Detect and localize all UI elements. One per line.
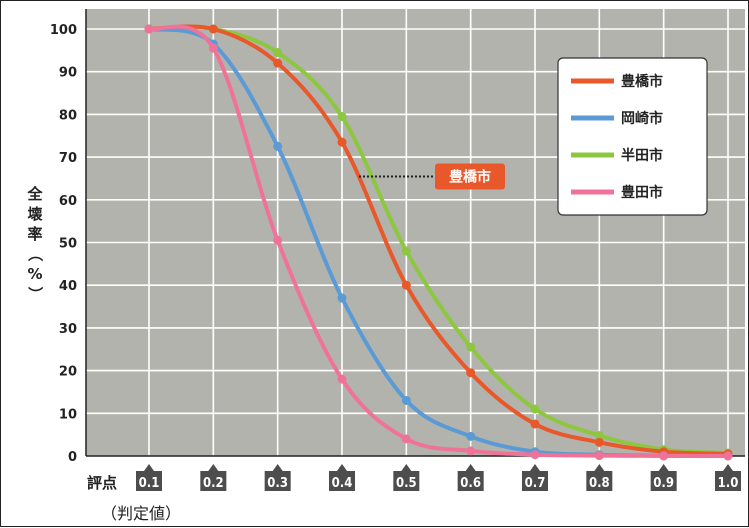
x-tick-label: 1.0 — [718, 476, 739, 491]
data-point — [337, 137, 347, 147]
x-tick-label: 0.2 — [203, 476, 224, 491]
legend-label: 豊橋市 — [621, 73, 663, 90]
data-point — [466, 342, 476, 352]
x-tick-marker — [650, 464, 677, 491]
x-axis-sublabel: （判定値） — [101, 504, 181, 523]
x-tick-marker — [715, 464, 741, 491]
data-point — [144, 24, 154, 34]
data-point — [401, 280, 411, 290]
grid-lines — [86, 9, 745, 456]
data-point — [273, 47, 283, 57]
y-axis-label-char: 壊 — [27, 205, 42, 223]
x-tick-marker — [457, 464, 484, 491]
data-point — [530, 450, 540, 460]
legend-label: 岡崎市 — [621, 110, 663, 127]
data-point — [273, 235, 283, 245]
y-tick-label: 0 — [68, 450, 77, 465]
data-point — [401, 395, 411, 405]
x-tick-marker — [522, 464, 548, 491]
annotation-label: 豊橋市 — [449, 168, 491, 185]
data-point — [530, 404, 540, 414]
y-axis-label-char: % — [27, 265, 42, 283]
x-tick-label: 0.5 — [396, 476, 417, 491]
legend-box — [557, 57, 708, 216]
y-axis-label-char: ） — [26, 286, 44, 301]
data-point — [337, 374, 347, 384]
data-point — [530, 419, 540, 429]
data-point — [401, 246, 411, 256]
data-point — [466, 431, 476, 441]
y-tick-label: 20 — [59, 365, 77, 380]
y-axis-label-char: 全 — [26, 185, 43, 203]
x-tick-label: 0.3 — [267, 476, 288, 491]
x-axis-label: 評点 — [87, 474, 117, 492]
annotation-box — [435, 163, 505, 190]
series-lines — [144, 24, 733, 461]
y-tick-label: 60 — [59, 194, 77, 209]
y-tick-label: 90 — [59, 66, 77, 81]
x-tick-marker — [264, 464, 291, 491]
data-point — [659, 451, 669, 461]
y-tick-label: 40 — [59, 279, 77, 294]
data-point — [723, 451, 733, 461]
y-axis-label: 全壊率 （% ） — [26, 185, 44, 302]
y-axis-label-char: （ — [26, 246, 44, 261]
data-point — [337, 112, 347, 122]
x-tick-marker — [586, 464, 613, 491]
x-tick-marker — [329, 464, 355, 491]
data-point — [594, 437, 604, 447]
y-tick-label: 70 — [59, 151, 77, 166]
data-point — [594, 431, 604, 441]
y-tick-label: 80 — [59, 108, 77, 123]
legend-label: 半田市 — [621, 147, 663, 164]
data-point — [337, 293, 347, 303]
x-tick-label: 0.1 — [139, 476, 160, 491]
data-point — [208, 24, 218, 34]
y-tick-labels: 0 10 20 30 40 50 60 70 80 90 100 — [50, 23, 77, 465]
data-point — [594, 451, 604, 461]
x-tick-label: 0.9 — [653, 476, 674, 491]
data-point — [273, 141, 283, 151]
y-tick-label: 100 — [50, 23, 77, 38]
data-point — [273, 58, 283, 68]
annotation: 豊橋市 — [359, 163, 505, 190]
x-tick-label: 0.6 — [460, 476, 481, 491]
x-tick-marker — [136, 464, 162, 491]
data-point — [401, 434, 411, 444]
x-tick-marker — [200, 464, 227, 491]
series-line — [148, 25, 729, 456]
x-tick-label: 0.7 — [525, 476, 546, 491]
x-tick-label: 0.4 — [332, 476, 353, 491]
y-tick-label: 10 — [59, 407, 77, 422]
legend-label: 豊田市 — [621, 184, 663, 201]
x-tick-label: 0.8 — [589, 476, 610, 491]
data-point — [466, 368, 476, 378]
data-point — [208, 43, 218, 53]
series-line — [148, 24, 729, 456]
y-tick-label: 50 — [59, 237, 77, 252]
x-tick-marker — [393, 464, 420, 491]
data-point — [466, 446, 476, 456]
x-tick-labels: 0.1 0.2 0.3 0.4 0.5 0.6 0.7 0.8 0.9 1.0 — [136, 464, 741, 491]
y-tick-label: 30 — [59, 322, 77, 337]
y-axis-label-char: 率 — [27, 225, 42, 243]
